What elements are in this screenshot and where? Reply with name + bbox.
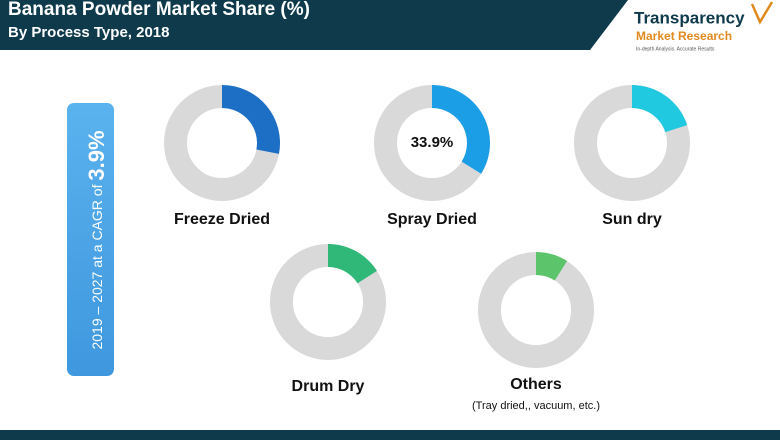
cagr-text: 2019 – 2027 at a CAGR of 3.9% xyxy=(84,130,109,349)
footer-band xyxy=(0,430,780,440)
donut-segment xyxy=(432,85,490,174)
logo-check xyxy=(750,1,774,25)
donut-segment xyxy=(328,244,377,284)
logo-tagline: Market Research xyxy=(636,29,732,43)
donut-title: Others xyxy=(510,376,562,393)
cagr-banner xyxy=(67,103,114,376)
cagr-label: 2019 – 2027 at a CAGR of xyxy=(89,181,105,350)
donut-title: Spray Dried xyxy=(387,211,477,228)
logo-name: Transparency xyxy=(634,8,745,27)
donut-segment xyxy=(222,85,280,154)
logo-motto: In-depth Analysis. Accurate Results xyxy=(636,46,715,52)
donut-segment xyxy=(536,252,568,281)
donut-subtitle: (Tray dried,, vacuum, etc.) xyxy=(472,400,600,412)
donut-title: Freeze Dried xyxy=(174,211,270,228)
header-band xyxy=(0,0,628,50)
title: Banana Powder Market Share (%) xyxy=(8,0,310,20)
value-label: 33.9% xyxy=(411,134,454,151)
donut-segment xyxy=(632,85,688,133)
cagr-value: 3.9% xyxy=(84,130,109,180)
donut-title: Drum Dry xyxy=(292,378,365,395)
subtitle: By Process Type, 2018 xyxy=(8,24,169,41)
donut-title: Sun dry xyxy=(602,211,662,228)
